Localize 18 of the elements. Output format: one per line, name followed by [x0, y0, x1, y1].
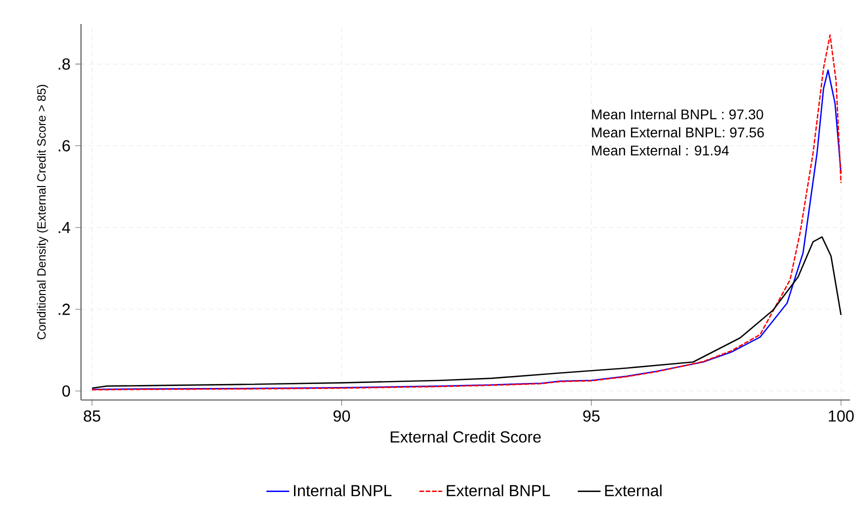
- y-tick-label: 0: [62, 385, 70, 397]
- x-axis-title: External Credit Score: [390, 430, 541, 443]
- annotation: Mean External BNPL: 97.56: [592, 127, 764, 138]
- y-axis-title: Conditional Density (External Credit Score > 85): [36, 84, 48, 340]
- y-tick-label: .8: [58, 58, 70, 70]
- x-tick-label: 95: [583, 410, 600, 422]
- legend-label: External: [605, 484, 662, 496]
- annotation: Mean Internal BNPL : 97.30: [592, 109, 764, 120]
- y-tick-label: .2: [58, 304, 70, 315]
- legend-label: External BNPL: [446, 484, 550, 496]
- y-tick-label: .6: [58, 140, 70, 152]
- y-tick-label: .4: [58, 222, 70, 234]
- x-tick-label: 100: [828, 410, 854, 422]
- annotation: Mean External : 91.94: [592, 145, 729, 156]
- legend-label: Internal BNPL: [294, 484, 392, 496]
- line-series: [91, 236, 842, 389]
- x-tick-label: 85: [84, 410, 100, 422]
- x-tick-label: 90: [334, 410, 350, 422]
